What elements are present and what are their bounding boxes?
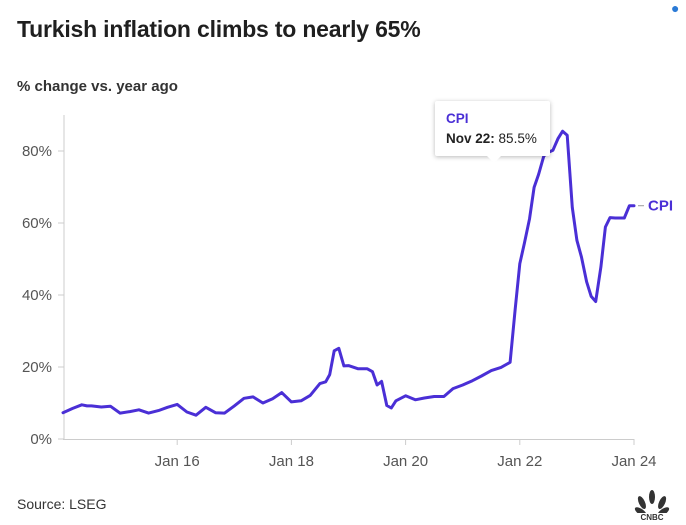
chart-subtitle: % change vs. year ago (17, 78, 178, 95)
tooltip-value: 85.5% (498, 131, 537, 146)
data-tooltip: CPI Nov 22: 85.5% (435, 101, 550, 163)
y-tick-label: 0% (30, 431, 52, 448)
source-note: Source: LSEG (17, 496, 107, 512)
y-axis: 0% 20% 40% 60% 80% (22, 115, 65, 448)
x-tick-label: Jan 16 (155, 453, 200, 470)
x-tick-label: Jan 18 (269, 453, 314, 470)
corner-marker-icon: ● (671, 0, 680, 16)
tooltip-date: Nov 22: (446, 131, 495, 146)
series-label-cpi: CPI (648, 198, 673, 215)
chart-title: Turkish inflation climbs to nearly 65% (17, 16, 421, 42)
y-tick-label: 40% (22, 287, 52, 304)
cnbc-peacock-logo-icon: CNBC (634, 490, 670, 522)
x-axis: Jan 16 Jan 18 Jan 20 Jan 22 Jan 24 (63, 439, 657, 470)
tooltip-series: CPI (446, 111, 469, 126)
y-tick-label: 20% (22, 359, 52, 376)
x-tick-label: Jan 24 (611, 453, 656, 470)
svg-text:CNBC: CNBC (640, 513, 663, 522)
y-tick-label: 60% (22, 215, 52, 232)
x-tick-label: Jan 22 (497, 453, 542, 470)
x-tick-label: Jan 20 (383, 453, 428, 470)
series-line-cpi[interactable] (61, 129, 636, 417)
y-tick-label: 80% (22, 143, 52, 160)
